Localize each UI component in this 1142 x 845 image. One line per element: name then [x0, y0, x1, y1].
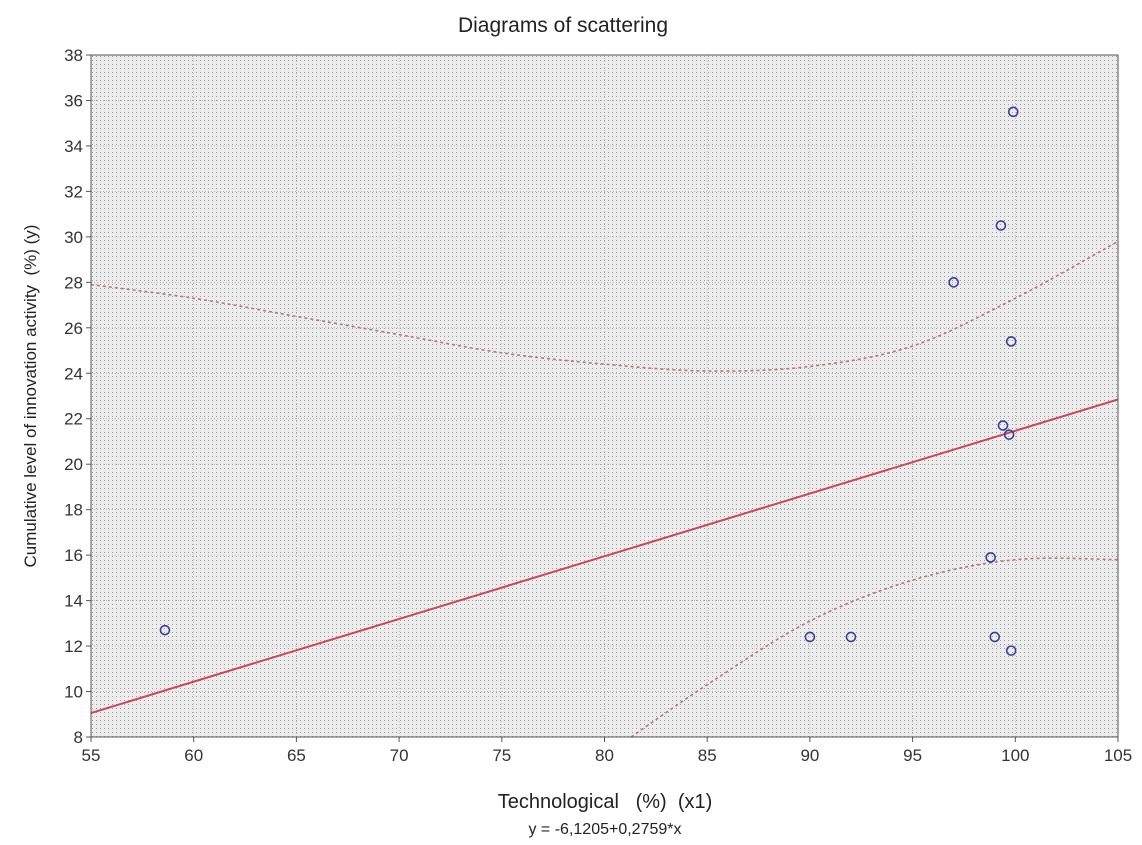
- y-tick-label: 24: [64, 364, 83, 383]
- data-point: [997, 420, 1009, 431]
- y-tick-label: 16: [64, 546, 83, 565]
- x-tick-label: 100: [1001, 746, 1029, 765]
- x-tick-label: 80: [595, 746, 614, 765]
- data-point: [1007, 106, 1019, 118]
- y-axis-label: Cumulative level of innovation activity …: [21, 225, 40, 568]
- data-point: [995, 220, 1007, 231]
- grid-lines: [91, 55, 1118, 737]
- chart-title: Diagrams of scattering: [458, 14, 668, 37]
- data-point: [845, 631, 857, 643]
- y-tick-label: 20: [64, 455, 83, 474]
- y-tick-label: 14: [64, 592, 83, 611]
- y-tick-label: 8: [74, 728, 83, 747]
- x-tick-label: 70: [390, 746, 409, 765]
- y-tick-label: 28: [64, 273, 83, 292]
- y-tick-label: 32: [64, 182, 83, 201]
- x-tick-label: 60: [184, 746, 203, 765]
- data-point: [948, 277, 959, 288]
- plot-area: [91, 55, 1118, 737]
- data-point: [985, 552, 996, 563]
- fit-curves: [91, 240, 1118, 737]
- y-tick-label: 38: [64, 46, 83, 65]
- upper-confidence-band: [91, 240, 1118, 372]
- x-tick-label: 105: [1104, 746, 1132, 765]
- data-points: [159, 106, 1019, 656]
- data-point: [989, 631, 1001, 643]
- lower-confidence-band: [630, 557, 1118, 737]
- data-point: [1003, 429, 1015, 440]
- y-tick-label: 26: [64, 319, 83, 338]
- y-tick-label: 18: [64, 501, 83, 520]
- y-tick-label: 34: [64, 137, 83, 156]
- x-tick-label: 75: [492, 746, 511, 765]
- y-tick-label: 36: [64, 91, 83, 110]
- x-tick-label: 90: [800, 746, 819, 765]
- data-point: [1005, 645, 1017, 656]
- y-tick-label: 10: [64, 683, 83, 702]
- y-tick-label: 30: [64, 228, 83, 247]
- regression-line: [91, 398, 1118, 714]
- x-axis-label: Technological (%) (x1): [498, 791, 713, 813]
- data-point: [804, 631, 816, 643]
- y-axis-ticks: 8 10 12 14 16 18 20 22 24 26 28 30 32 34 36 38: [64, 46, 91, 747]
- data-point: [1005, 336, 1017, 347]
- y-tick-label: 22: [64, 410, 83, 429]
- x-tick-label: 95: [903, 746, 922, 765]
- y-tick-label: 12: [64, 637, 83, 656]
- x-tick-label: 65: [287, 746, 306, 765]
- x-tick-label: 55: [82, 746, 101, 765]
- x-tick-label: 85: [698, 746, 717, 765]
- data-point: [159, 624, 171, 636]
- x-axis-ticks: 55 60 65 70 75 80 85 90 95 100 105: [82, 737, 1132, 765]
- regression-equation: y = -6,1205+0,2759*x: [528, 821, 681, 838]
